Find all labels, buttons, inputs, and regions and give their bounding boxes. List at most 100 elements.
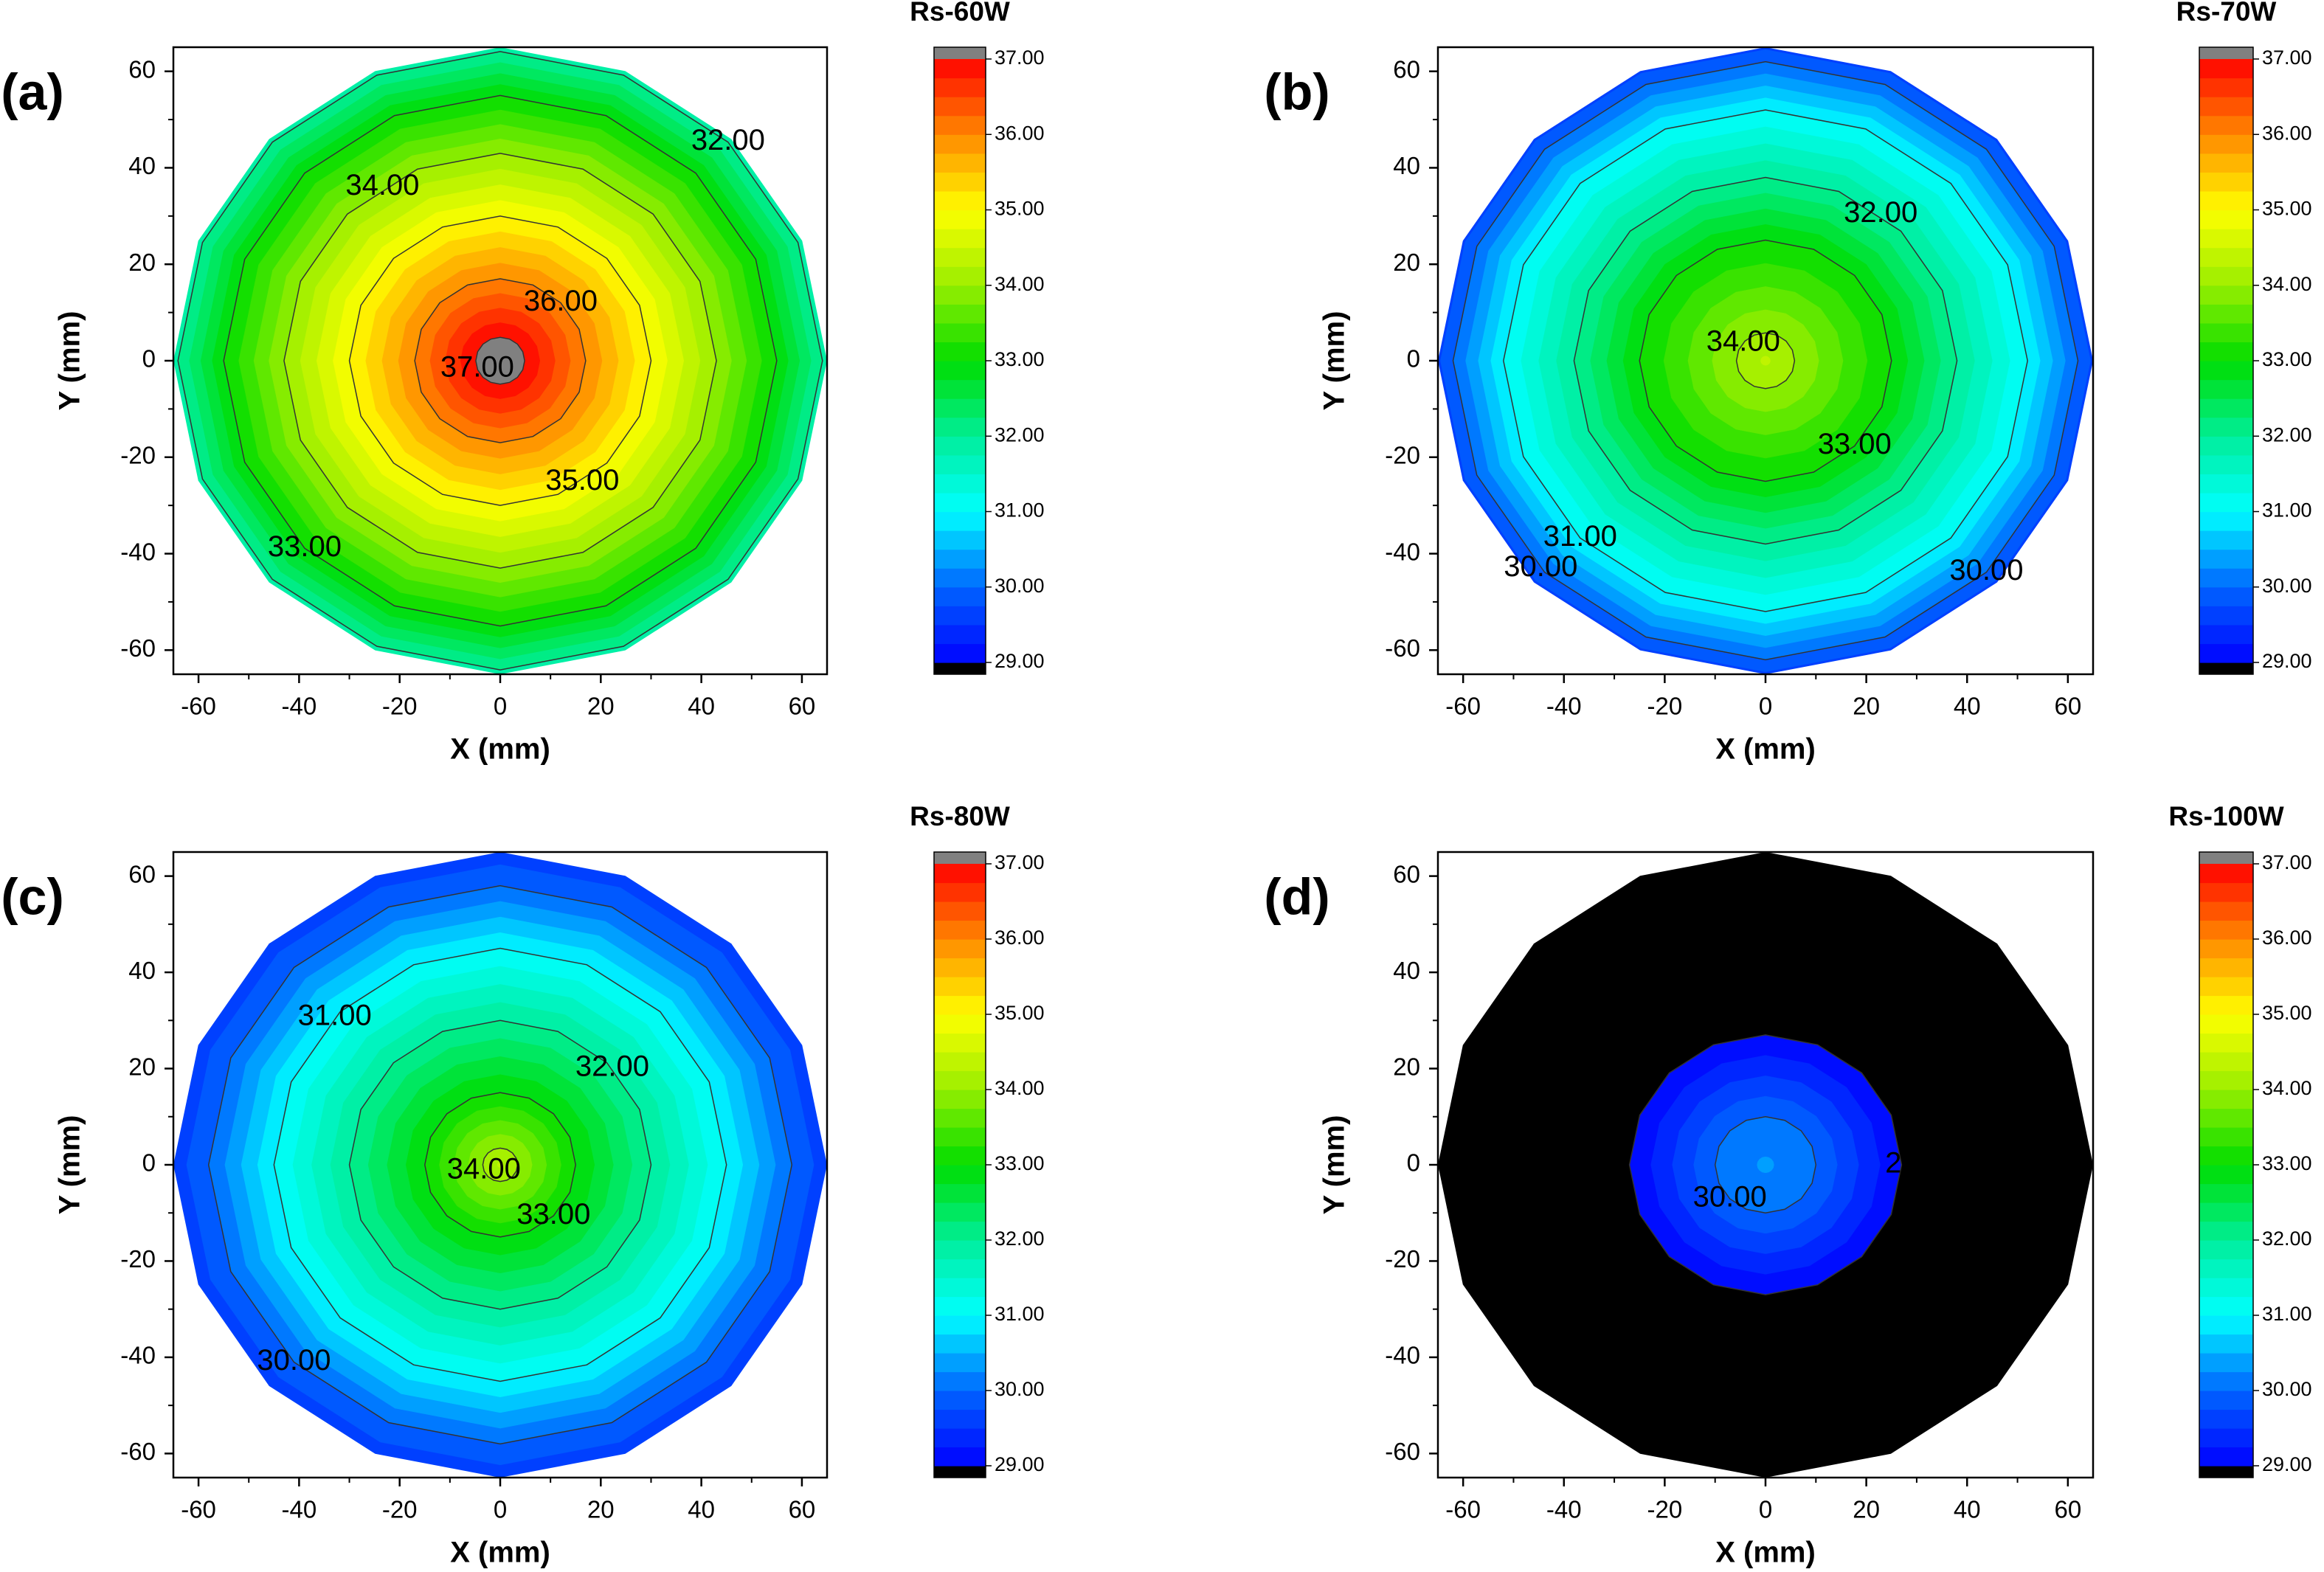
x-tick-label: -20	[382, 693, 418, 720]
colorbar-band	[934, 1165, 986, 1185]
contour-line	[348, 1019, 652, 1310]
colorbar-band	[2199, 153, 2253, 173]
colorbar-band	[934, 59, 986, 79]
colorbar-band	[2199, 417, 2253, 437]
colorbar-band	[934, 1296, 986, 1316]
colorbar-band	[2199, 606, 2253, 626]
contour-label: 30.00	[257, 1344, 331, 1377]
colorbar-band	[934, 454, 986, 474]
colorbar-band	[934, 342, 986, 361]
colorbar-band	[934, 285, 986, 305]
x-tick-label: 60	[2054, 693, 2081, 720]
contour-line	[1452, 60, 2079, 661]
x-tick-label: 0	[494, 693, 507, 720]
colorbar-band	[934, 920, 986, 940]
colorbar-tick-label: 33.00	[995, 1152, 1045, 1174]
colorbar-tick-label: 36.00	[995, 927, 1045, 949]
contour-label: 32.00	[691, 124, 765, 156]
colorbar-tick-label: 32.00	[2262, 1228, 2312, 1250]
colorbar-tick-label: 34.00	[995, 273, 1045, 295]
contour-line	[1639, 239, 1892, 482]
x-tick-label: 60	[789, 693, 816, 720]
contour-label: 35.00	[545, 464, 619, 496]
colorbar-band	[934, 1014, 986, 1034]
panel-label: (b)	[1264, 63, 1329, 120]
contour-line	[177, 51, 823, 671]
colorbar-tick-label: 36.00	[2262, 122, 2312, 144]
field-band	[1760, 356, 1771, 366]
colorbar-band	[934, 134, 986, 154]
colorbar-band	[2199, 530, 2253, 550]
x-tick-label: 20	[587, 693, 615, 720]
colorbar-band	[2199, 549, 2253, 569]
colorbar-band	[2199, 322, 2253, 343]
colorbar-band	[934, 1202, 986, 1222]
x-tick-label: 40	[1954, 1496, 1981, 1523]
colorbar-band	[934, 474, 986, 494]
colorbar-tick-label: 29.00	[995, 1453, 1045, 1475]
colorbar-under	[934, 1466, 986, 1478]
x-tick-label: 60	[789, 1496, 816, 1523]
contour-line	[424, 1092, 576, 1238]
colorbar-tick-label: 30.00	[2262, 1378, 2312, 1400]
colorbar-band	[2199, 115, 2253, 135]
y-tick-label: 40	[128, 152, 156, 179]
colorbar-band	[934, 1353, 986, 1373]
colorbar-tick-label: 36.00	[995, 122, 1045, 144]
colorbar-band	[2199, 1108, 2253, 1128]
colorbar-band	[2199, 511, 2253, 531]
colorbar-tick-label: 32.00	[2262, 423, 2312, 446]
y-tick-label: 20	[1393, 249, 1420, 276]
colorbar-band	[934, 995, 986, 1015]
contour-label: 31.00	[1543, 520, 1617, 553]
y-axis-label: Y (mm)	[54, 311, 86, 411]
colorbar-band	[934, 77, 986, 97]
x-tick-label: 40	[1954, 693, 1981, 720]
y-tick-label: -40	[120, 1342, 156, 1369]
colorbar-tick-label: 36.00	[2262, 927, 2312, 949]
y-tick-label: 60	[128, 860, 156, 887]
contour-plot: 31.00 32.00 34.00 33.00 30.00	[173, 852, 827, 1478]
colorbar-tick-label: 35.00	[2262, 1002, 2312, 1024]
y-tick-label: -40	[120, 538, 156, 565]
colorbar-band	[934, 304, 986, 324]
colorbar-band	[2199, 1240, 2253, 1260]
contour-line	[1628, 1034, 1903, 1295]
colorbar-over	[2199, 47, 2253, 59]
colorbar-band	[2199, 958, 2253, 977]
y-tick-label: -20	[1385, 441, 1420, 468]
colorbar-under	[2199, 1466, 2253, 1478]
colorbar-tick-label: 37.00	[2262, 851, 2312, 873]
colorbar-band	[2199, 97, 2253, 117]
x-axis-label: X (mm)	[450, 1537, 550, 1569]
colorbar-over	[934, 852, 986, 864]
colorbar-band	[934, 606, 986, 626]
colorbar-band	[934, 530, 986, 550]
y-tick-label: 40	[128, 957, 156, 984]
colorbar-band	[2199, 1428, 2253, 1448]
x-axis-label: X (mm)	[450, 733, 550, 766]
colorbar-band	[934, 977, 986, 997]
contour-label: 32.00	[575, 1050, 649, 1083]
colorbar-band	[2199, 1391, 2253, 1410]
contour-line	[283, 153, 717, 569]
colorbar-tick-label: 34.00	[2262, 273, 2312, 295]
field-band	[497, 1161, 504, 1168]
colorbar-band	[934, 153, 986, 173]
contour-label: 34.00	[1706, 325, 1780, 357]
colorbar-band	[934, 1183, 986, 1203]
colorbar-band	[2199, 1014, 2253, 1034]
colorbar-band	[2199, 492, 2253, 513]
colorbar-band	[934, 549, 986, 569]
y-tick-label: 60	[1393, 860, 1420, 887]
x-axis-label: X (mm)	[1715, 733, 1816, 766]
colorbar-title: Rs-60W	[910, 0, 1010, 27]
colorbar-band	[934, 901, 986, 921]
x-tick-label: -40	[282, 1496, 317, 1523]
colorbar-band	[2199, 939, 2253, 959]
colorbar-tick-label: 29.00	[2262, 650, 2312, 672]
colorbar-band	[2199, 1165, 2253, 1185]
colorbar-band	[2199, 342, 2253, 361]
x-tick-label: 20	[1853, 693, 1880, 720]
contour-line	[1735, 332, 1796, 389]
